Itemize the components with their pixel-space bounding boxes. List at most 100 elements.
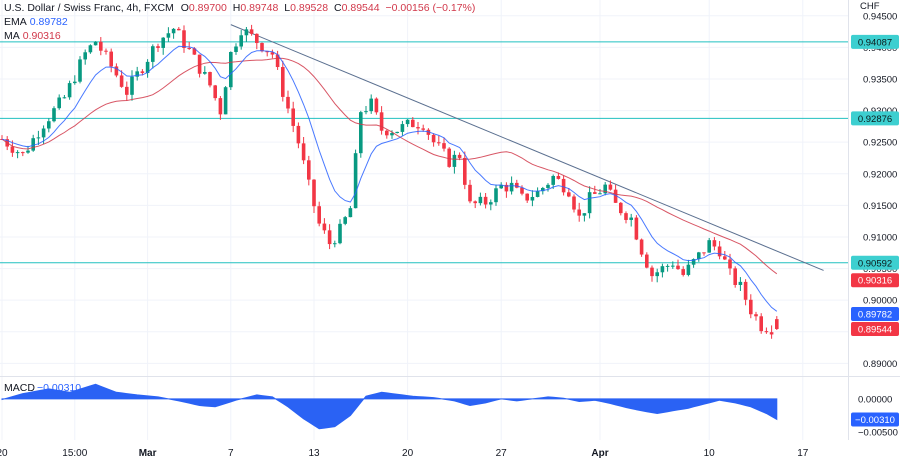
time-tick-label: 20 <box>402 448 414 459</box>
level-badge: 0.90592 <box>858 258 892 269</box>
candle-body <box>125 86 129 95</box>
ohlc-close: 0.89544 <box>341 2 380 14</box>
candle-body <box>93 41 98 46</box>
time-tick-label: 27 <box>496 448 508 459</box>
candlesticks <box>0 24 779 339</box>
ema-legend[interactable]: EMA 0.89782 <box>4 16 68 28</box>
candle-body <box>301 143 306 161</box>
candle-body <box>41 128 46 138</box>
candle-body <box>624 213 628 220</box>
candle-body <box>645 254 649 268</box>
candle-body <box>145 61 150 73</box>
candle-body <box>504 184 509 192</box>
candle-body <box>36 137 41 139</box>
candle-body <box>177 28 181 31</box>
ohlc-high-label: H <box>232 2 241 14</box>
macd-badge-bg <box>851 412 899 427</box>
symbol-legend[interactable]: U.S. Dollar / Swiss Franc, 4h, FXCM O 0.8… <box>4 2 475 14</box>
candle-body <box>634 217 639 240</box>
level-badge: 0.94087 <box>858 37 892 48</box>
candle-body <box>322 223 327 231</box>
candle-body <box>286 96 290 109</box>
candle-body <box>489 202 493 205</box>
macd-area <box>1 383 778 430</box>
ema-badge: 0.89782 <box>858 309 892 320</box>
price-tick-label: 0.90000 <box>863 296 897 307</box>
candle-body <box>457 154 462 158</box>
candle-body <box>73 81 77 84</box>
candle-body <box>775 319 779 329</box>
ema-value: 0.89782 <box>29 16 68 28</box>
candle-body <box>447 148 451 167</box>
price-tick-label: 0.92000 <box>863 169 897 180</box>
time-axis[interactable]: 20 15:00 Mar 7 13 20 27 Apr 10 17 <box>0 448 809 459</box>
candle-body <box>57 97 61 109</box>
price-axis[interactable]: 0.945000.940000.935000.930000.925000.920… <box>858 11 898 438</box>
candle-body <box>681 269 685 275</box>
candle-body <box>182 30 186 48</box>
macd-label: MACD <box>4 382 35 394</box>
candle-body <box>208 72 212 86</box>
candle-body <box>353 153 358 209</box>
ema-label: EMA <box>4 16 27 28</box>
candle-body <box>187 47 191 49</box>
ma-legend[interactable]: MA 0.90316 <box>4 30 61 42</box>
candle-body <box>255 33 259 44</box>
candle-body <box>499 184 503 189</box>
candle-body <box>759 316 763 332</box>
level-badge: 0.92876 <box>858 114 892 125</box>
price-tick-label: 0.92500 <box>863 138 897 149</box>
candle-body <box>483 196 488 205</box>
ohlc-change: −0.00156 (−0.17%) <box>385 2 476 14</box>
candle-body <box>312 179 316 207</box>
macd-value: −0.00310 <box>37 382 81 394</box>
candle-body <box>478 196 483 204</box>
candle-body <box>327 230 332 245</box>
candle-body <box>400 124 405 132</box>
candle-body <box>291 108 295 126</box>
horizontal-levels[interactable] <box>0 41 848 264</box>
ema-line <box>1 45 778 312</box>
price-tick-label: 0.91500 <box>863 201 897 212</box>
candle-body <box>364 111 368 113</box>
ma-line <box>1 57 778 275</box>
ma-badge: 0.90316 <box>858 276 892 287</box>
price-tick-label: 0.91000 <box>863 232 897 243</box>
candle-body <box>660 266 665 273</box>
trendline[interactable] <box>230 24 824 271</box>
candle-body <box>151 46 155 62</box>
candle-body <box>166 33 171 38</box>
candle-body <box>333 243 337 245</box>
candle-body <box>468 184 472 202</box>
candle-body <box>546 184 550 188</box>
candle-body <box>712 240 717 247</box>
candle-body <box>421 128 425 130</box>
candle-body <box>374 98 379 113</box>
candle-body <box>385 130 389 136</box>
candle-body <box>717 246 722 257</box>
candle-body <box>572 196 576 210</box>
candle-body <box>78 59 82 82</box>
candle-body <box>130 76 134 95</box>
candle-body <box>691 259 696 265</box>
candle-body <box>686 264 691 275</box>
macd-tick-label: −0.00500 <box>858 428 898 439</box>
time-tick-label: 15:00 <box>62 448 87 459</box>
symbol-title: U.S. Dollar / Swiss Franc, 4h, FXCM <box>4 2 174 14</box>
candle-body <box>234 46 238 52</box>
candle-body <box>135 71 139 77</box>
candle-body <box>452 154 457 167</box>
candle-body <box>31 138 35 151</box>
candle-body <box>83 52 87 60</box>
candle-body <box>260 43 264 52</box>
candle-body <box>197 54 202 74</box>
candle-body <box>764 331 769 333</box>
candle-body <box>395 131 399 134</box>
level-badge-bg <box>851 255 899 270</box>
candle-body <box>67 83 72 98</box>
ohlc-open-label: O <box>180 2 189 14</box>
candle-body <box>738 281 743 285</box>
candle-body <box>702 252 706 254</box>
candle-body <box>520 187 524 194</box>
